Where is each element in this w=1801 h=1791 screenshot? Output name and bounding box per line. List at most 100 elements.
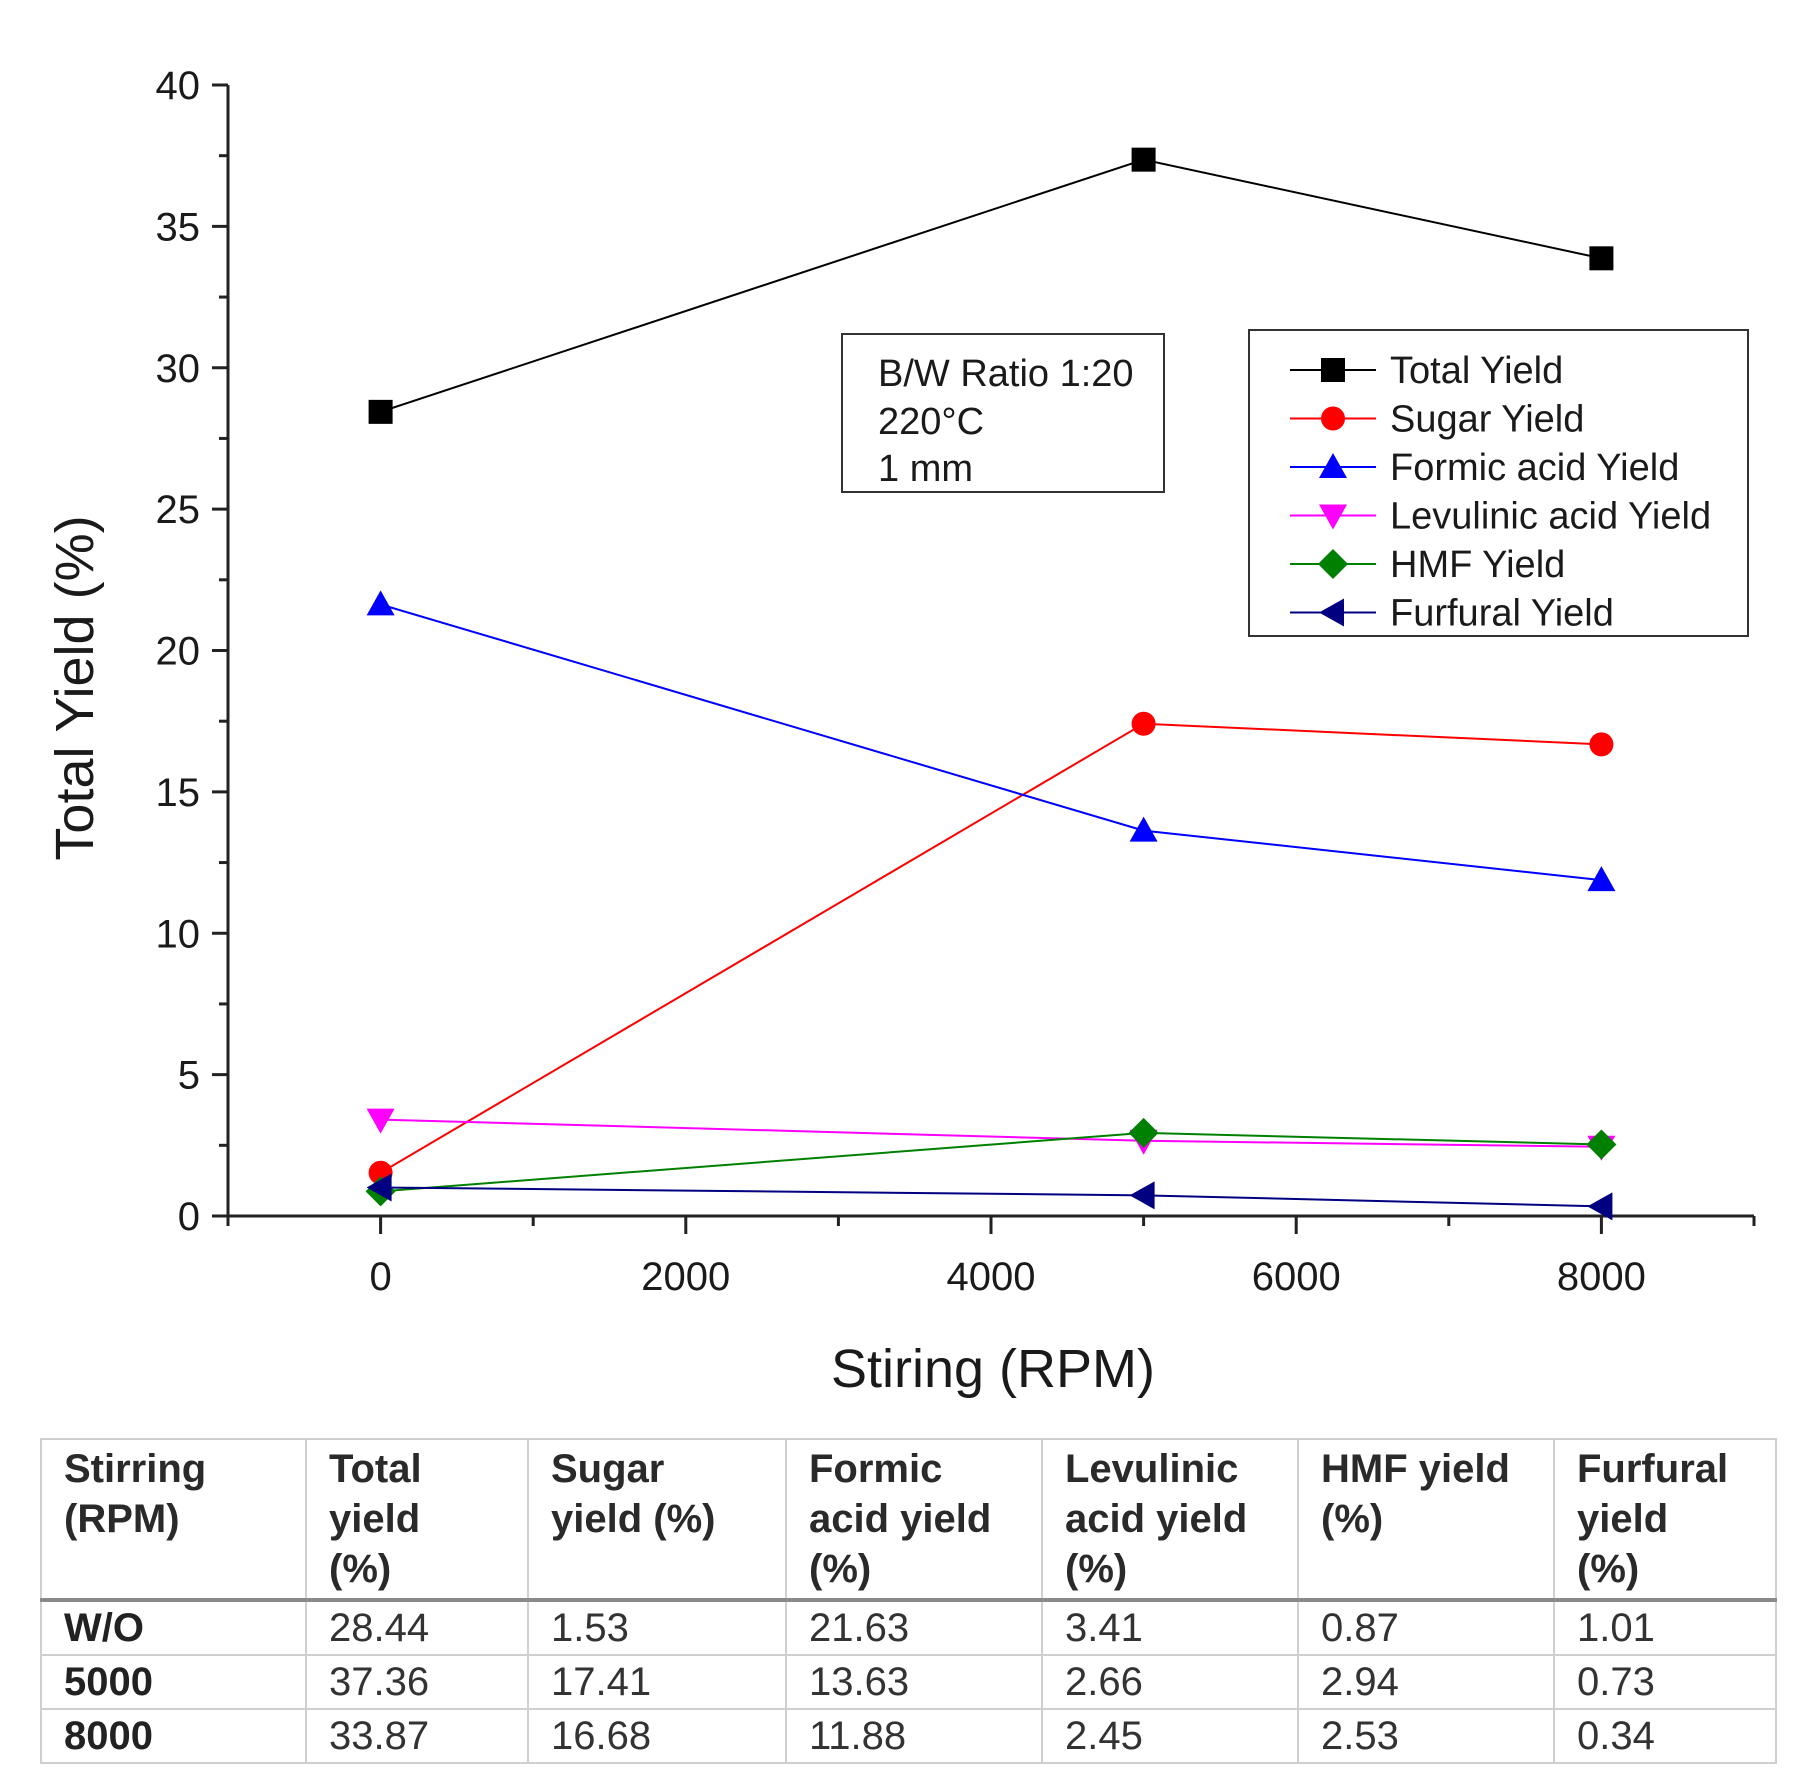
- y-tick-label: 15: [156, 771, 201, 815]
- legend-label: Total Yield: [1390, 350, 1563, 392]
- legend-label: HMF Yield: [1390, 544, 1565, 586]
- x-tick-label: 6000: [1252, 1255, 1341, 1299]
- data-point: [1587, 1192, 1613, 1221]
- y-axis: 0 5 10 15 20 25 30 35 40: [156, 64, 230, 1239]
- data-point: [1128, 1117, 1159, 1148]
- header-stirring: Stirring (RPM): [40, 1438, 307, 1602]
- data-point: [1589, 246, 1614, 271]
- yield-chart: 0 5 10 15 20 25 30 35 40 0 2000 4000 6000 8000 Total…: [45, 64, 1756, 1399]
- table-cell: 8000: [40, 1708, 307, 1764]
- table-cell: 21.63: [785, 1599, 1043, 1656]
- data-point: [1589, 732, 1614, 757]
- series-layer: [365, 147, 1617, 1221]
- header-hmf-yield: HMF yield (%): [1297, 1438, 1555, 1602]
- data-point: [1586, 1129, 1617, 1160]
- annotation-box: B/W Ratio 1:20 220°C 1 mm: [841, 333, 1165, 493]
- y-tick-label: 25: [156, 488, 201, 532]
- legend-label: Furfural Yield: [1390, 593, 1614, 635]
- table-cell: 0.34: [1553, 1708, 1777, 1764]
- data-point: [368, 399, 393, 424]
- legend-marker: [1321, 358, 1345, 382]
- data-point: [366, 1173, 392, 1202]
- header-total-yield: Total yield (%): [305, 1438, 529, 1602]
- header-furfural-yield: Furfural yield (%): [1553, 1438, 1777, 1602]
- series-line: [380, 1118, 1602, 1148]
- data-table: Stirring (RPM) Total yield (%) Sugar yield (…: [40, 1438, 1777, 1764]
- legend-entry: Sugar Yield: [1290, 399, 1584, 441]
- series-formic-acid-yield: [366, 590, 1616, 892]
- header-formic-acid-yield: Formic acid yield (%): [785, 1438, 1043, 1602]
- legend-marker: [1319, 504, 1347, 530]
- annotation-line-ratio: B/W Ratio 1:20: [878, 353, 1134, 395]
- table-cell: 2.66: [1041, 1654, 1299, 1710]
- legend-entry: HMF Yield: [1290, 544, 1565, 586]
- table-cell: 1.01: [1553, 1599, 1777, 1656]
- series-line: [380, 603, 1602, 882]
- table-cell: 13.63: [785, 1654, 1043, 1710]
- series-sugar-yield: [368, 711, 1614, 1185]
- table-cell: 33.87: [305, 1708, 529, 1764]
- data-point: [366, 1108, 395, 1134]
- y-tick-label: 10: [156, 912, 201, 956]
- legend-entry: Total Yield: [1290, 350, 1563, 392]
- table-cell: 2.45: [1041, 1708, 1299, 1764]
- y-tick-label: 5: [178, 1054, 200, 1098]
- y-axis-title: Total Yield (%): [45, 515, 105, 860]
- x-axis-title: Stiring (RPM): [831, 1339, 1155, 1399]
- series-line: [380, 1186, 1602, 1208]
- y-tick-label: 35: [156, 205, 201, 249]
- legend: Total Yield Sugar Yield Formic acid Yield L…: [1248, 329, 1749, 637]
- table-row: 8000 33.87 16.68 11.88 2.45 2.53 0.34: [40, 1708, 1777, 1764]
- x-tick-label: 0: [369, 1255, 391, 1299]
- annotation-line-size: 1 mm: [878, 448, 973, 490]
- legend-marker: [1319, 453, 1347, 478]
- legend-label: Sugar Yield: [1390, 399, 1584, 441]
- table-cell: 11.88: [785, 1708, 1043, 1764]
- table-cell: W/O: [40, 1599, 307, 1656]
- series-levulinic-acid-yield: [366, 1108, 1616, 1161]
- table-row: W/O 28.44 1.53 21.63 3.41 0.87 1.01: [40, 1599, 1777, 1656]
- x-tick-label: 8000: [1557, 1255, 1646, 1299]
- series-furfural-yield: [366, 1173, 1613, 1221]
- legend-entry: Levulinic acid Yield: [1290, 496, 1711, 538]
- table-cell: 0.87: [1297, 1599, 1555, 1656]
- data-point: [1131, 147, 1156, 172]
- data-point: [1587, 866, 1616, 892]
- y-tick-label: 30: [156, 347, 201, 391]
- table-cell: 3.41: [1041, 1599, 1299, 1656]
- series-line: [380, 1131, 1602, 1193]
- table-cell: 5000: [40, 1654, 307, 1710]
- annotation-line-temperature: 220°C: [878, 401, 984, 443]
- table-row: 5000 37.36 17.41 13.63 2.66 2.94 0.73: [40, 1654, 1777, 1710]
- legend-marker: [1318, 549, 1348, 579]
- header-levulinic-acid-yield: Levulinic acid yield (%): [1041, 1438, 1299, 1602]
- header-sugar-yield: Sugar yield (%): [527, 1438, 787, 1602]
- legend-label: Levulinic acid Yield: [1390, 496, 1711, 538]
- legend-entry: Furfural Yield: [1290, 593, 1614, 635]
- data-point: [1131, 711, 1156, 736]
- x-axis: 0 2000 4000 6000 8000: [226, 1214, 1756, 1299]
- table-cell: 0.73: [1553, 1654, 1777, 1710]
- legend-marker: [1321, 406, 1345, 431]
- table-cell: 37.36: [305, 1654, 529, 1710]
- y-tick-label: 0: [178, 1195, 200, 1239]
- table-cell: 28.44: [305, 1599, 529, 1656]
- table-cell: 2.94: [1297, 1654, 1555, 1710]
- x-tick-label: 2000: [641, 1255, 730, 1299]
- y-tick-label: 40: [156, 64, 201, 108]
- data-point: [1129, 1181, 1155, 1210]
- legend-entry: Formic acid Yield: [1290, 447, 1679, 489]
- x-tick-label: 4000: [947, 1255, 1036, 1299]
- table-header-row: Stirring (RPM) Total yield (%) Sugar yield (…: [40, 1438, 1777, 1602]
- legend-label: Formic acid Yield: [1390, 447, 1679, 489]
- series-line: [380, 722, 1602, 1174]
- table-cell: 17.41: [527, 1654, 787, 1710]
- data-point: [1129, 816, 1158, 842]
- table-cell: 2.53: [1297, 1708, 1555, 1764]
- series-total-yield: [368, 147, 1614, 424]
- table-cell: 16.68: [527, 1708, 787, 1764]
- y-tick-label: 20: [156, 630, 201, 674]
- legend-marker: [1319, 598, 1344, 627]
- table-cell: 1.53: [527, 1599, 787, 1656]
- data-point: [366, 590, 395, 616]
